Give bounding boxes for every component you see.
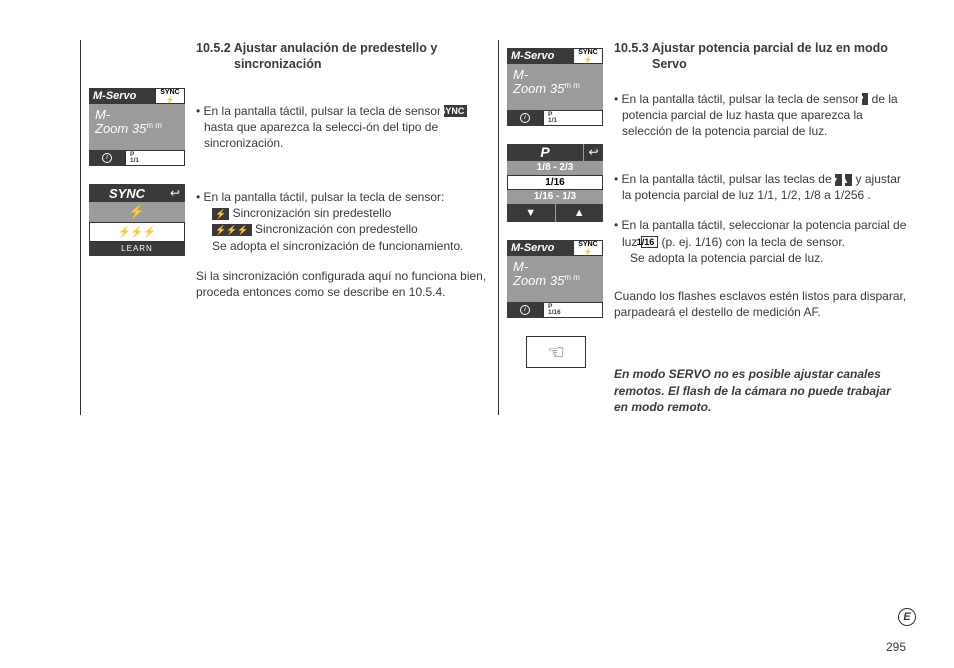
sync-option-single[interactable]: ⚡ [89,202,185,222]
arrow-up[interactable]: ▲ [556,204,604,222]
opt-after: Se adopta el sincronización de funcionam… [212,239,464,253]
p-row-next[interactable]: 1/16 - 1/3 [507,190,603,204]
left-bullet2: • En la pantalla táctil, pulsar la tecla… [196,189,490,254]
sync-option-multi[interactable]: ⚡⚡⚡ [89,222,185,242]
main-line2: Zoom 35m m [95,122,179,136]
language-indicator: E [898,608,916,626]
screen-mservo-c: M-Servo SYNC⚡ M- Zoom 35m m i P 1/16 [507,240,603,318]
opt1-text: Sincronización sin predestello [233,206,392,220]
info-button[interactable]: i [89,150,125,166]
p-title: P [507,144,583,161]
p-row-selected[interactable]: 1/16 [507,175,603,190]
mservo-label[interactable]: M-Servo [89,88,155,104]
left-text: 10.5.2 Ajustar anulación de predestello … [192,40,490,415]
power-badge[interactable]: P 1/16 [543,302,603,318]
left-para3: Si la sincronización configurada aquí no… [196,268,490,300]
right-note: En modo SERVO no es posible ajustar cana… [614,366,908,415]
info-button[interactable]: i [507,110,543,126]
info-button[interactable]: i [507,302,543,318]
single-bolt-badge: ⚡ [212,208,229,220]
screen-main: M- Zoom 35m m [507,64,603,110]
right-column: M-Servo SYNC⚡ M- Zoom 35m m i P 1/1 [498,40,908,415]
page-number: 295 [886,640,906,654]
sync-badge[interactable]: SYNC ⚡ [155,88,185,104]
sync-badge[interactable]: SYNC⚡ [573,240,603,256]
sync-badge[interactable]: SYNC⚡ [573,48,603,64]
right-heading: 10.5.3 Ajustar potencia parcial de luz e… [614,40,908,73]
learn-button[interactable]: LEARN [89,242,185,256]
right-bullet3: • En la pantalla táctil, seleccionar la … [614,217,908,266]
right-bullet1: • En la pantalla táctil, pulsar la tecla… [614,91,908,140]
left-screens: M-Servo SYNC ⚡ M- Zoom 35m m i P [80,40,186,415]
screen-mservo-left: M-Servo SYNC ⚡ M- Zoom 35m m i P [89,88,185,166]
back-icon[interactable]: ↩ [165,186,185,200]
left-heading: 10.5.2 Ajustar anulación de predestello … [196,40,490,73]
right-screens: M-Servo SYNC⚡ M- Zoom 35m m i P 1/1 [498,40,604,415]
arrow-down[interactable]: ▼ [507,204,556,222]
screen-main: M- Zoom 35m m [89,104,185,150]
screen-main: M- Zoom 35m m [507,256,603,302]
sync-inline-badge: SYNC [444,105,467,117]
left-column: M-Servo SYNC ⚡ M- Zoom 35m m i P [80,40,490,415]
bolt-icon: ⚡ [166,96,175,104]
left-bullet1: • En la pantalla táctil, pulsar la tecla… [196,103,490,152]
right-bullet2: • En la pantalla táctil, pulsar las tecl… [614,171,908,203]
mservo-label[interactable]: M-Servo [507,240,573,256]
mservo-label[interactable]: M-Servo [507,48,573,64]
opt2-text: Sincronización con predestello [255,222,418,236]
right-para4: Cuando los flashes esclavos estén listos… [614,288,908,320]
screen-power-select: P ↩ 1/8 - 2/3 1/16 1/16 - 1/3 ▼ ▲ [507,144,603,222]
p-row-prev[interactable]: 1/8 - 2/3 [507,161,603,175]
main-line1: M- [95,108,179,122]
note-icon-box: ☞ [526,336,586,368]
power-badge[interactable]: P 1/1 [125,150,185,166]
right-text: 10.5.3 Ajustar potencia parcial de luz e… [610,40,908,415]
info-icon: i [102,153,112,163]
hand-icon: ☞ [547,340,565,365]
multi-bolt-badge: ⚡⚡⚡ [212,224,252,236]
sync-title: SYNC [89,186,165,201]
p-frac: 1/1 [130,158,184,165]
screen-mservo-a: M-Servo SYNC⚡ M- Zoom 35m m i P 1/1 [507,48,603,126]
page-columns: M-Servo SYNC ⚡ M- Zoom 35m m i P [80,40,914,415]
sync-text: SYNC [160,89,179,96]
frac-badge: 1/16 [641,236,659,248]
power-badge[interactable]: P 1/1 [543,110,603,126]
bullet3-after: Se adopta la potencia parcial de luz. [622,250,908,266]
screen-sync-menu: SYNC ↩ ⚡ ⚡⚡⚡ LEARN [89,184,185,256]
back-icon[interactable]: ↩ [583,144,603,161]
